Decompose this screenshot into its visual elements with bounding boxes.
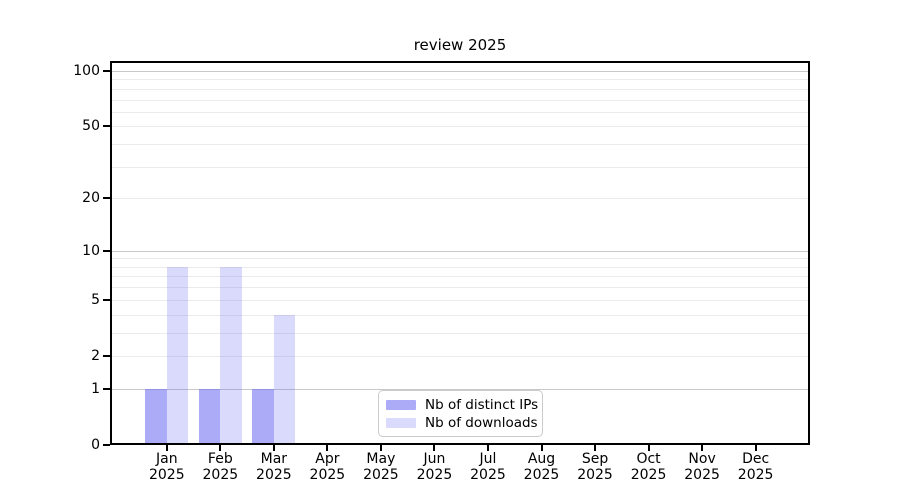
x-tick-label-year: 2025 (577, 467, 613, 483)
bar-downloads (220, 266, 242, 445)
x-tick-label-month: Jan (156, 451, 178, 467)
minor-gridline (110, 166, 810, 168)
x-tick-label-year: 2025 (416, 467, 453, 483)
x-tick-label-month: Aug (527, 451, 556, 467)
chart-title: review 2025 (413, 36, 507, 54)
x-tick-label: Aug 2025 (497, 451, 587, 483)
minor-gridline (110, 314, 810, 316)
x-tick-label-month: Jul (479, 451, 497, 467)
x-tick-label-month: May (366, 451, 396, 467)
x-tick-label-month: Nov (688, 451, 716, 467)
bar-downloads (273, 314, 296, 445)
x-tick-label-month: Oct (636, 451, 661, 467)
y-tick-label: 1 (91, 380, 100, 397)
bar-distinct-ips (252, 388, 274, 445)
y-tick-label: 50 (82, 118, 100, 135)
major-gridline (110, 388, 810, 390)
y-tick-label: 10 (82, 242, 100, 259)
x-tick-label-month: Feb (207, 451, 233, 467)
x-tick-label-year: 2025 (309, 467, 346, 483)
y-tick-mark (103, 387, 110, 390)
legend-swatch-downloads (386, 417, 416, 428)
x-tick-label: Mar 2025 (229, 451, 319, 483)
x-tick-label-month: Sep (581, 451, 609, 467)
y-tick-mark (103, 125, 110, 128)
y-tick-label: 5 (91, 291, 100, 308)
x-tick-mark (701, 445, 704, 451)
minor-gridline (110, 355, 810, 357)
bar-distinct-ips (145, 388, 167, 445)
y-tick-mark (103, 354, 110, 357)
legend-item-downloads: Nb of downloads (386, 416, 542, 430)
plot-area (110, 61, 810, 445)
x-tick-mark (486, 445, 489, 451)
minor-gridline (110, 99, 810, 101)
x-tick-mark (326, 445, 329, 451)
x-tick-label: Dec 2025 (711, 451, 801, 483)
x-tick-mark (540, 445, 543, 451)
x-tick-label-month: Dec (742, 451, 770, 467)
x-tick-mark (379, 445, 382, 451)
legend-item-distinct-ips: Nb of distinct IPs (386, 398, 542, 412)
x-tick-label-year: 2025 (523, 467, 560, 483)
x-tick-label-year: 2025 (470, 467, 506, 483)
x-tick-label-year: 2025 (202, 467, 239, 483)
minor-gridline (110, 111, 810, 113)
x-tick-label: Nov 2025 (657, 451, 747, 483)
legend-swatch-distinct-ips (386, 399, 416, 410)
x-tick-label-month: Jun (423, 451, 446, 467)
x-tick-mark (219, 445, 222, 451)
x-tick-label: Feb 2025 (175, 451, 265, 483)
x-tick-label: Jun 2025 (389, 451, 479, 483)
x-tick-label-month: Mar (260, 451, 288, 467)
y-tick-mark (103, 70, 110, 72)
y-tick-label: 0 (91, 437, 100, 453)
y-tick-label: 2 (91, 347, 100, 364)
major-gridline (110, 71, 810, 72)
x-tick-mark (433, 445, 436, 451)
minor-gridline (110, 266, 810, 268)
x-tick-mark (754, 445, 757, 451)
minor-gridline (110, 287, 810, 289)
legend: Nb of distinct IPs Nb of downloads (378, 390, 543, 437)
x-tick-label: Jul 2025 (443, 451, 533, 483)
x-tick-label-year: 2025 (148, 467, 185, 483)
major-gridline (110, 250, 810, 252)
minor-gridline (110, 299, 810, 301)
y-tick-mark (103, 444, 110, 446)
minor-gridline (110, 144, 810, 146)
y-tick-mark (103, 197, 110, 200)
legend-label-downloads: Nb of downloads (425, 414, 538, 431)
x-tick-label: Sep 2025 (550, 451, 640, 483)
legend-label-distinct-ips: Nb of distinct IPs (425, 396, 539, 413)
x-tick-mark (647, 445, 650, 451)
x-tick-label-year: 2025 (363, 467, 399, 483)
x-tick-label-year: 2025 (630, 467, 667, 483)
x-tick-label: May 2025 (336, 451, 426, 483)
x-tick-label-year: 2025 (684, 467, 720, 483)
minor-gridline (110, 276, 810, 278)
minor-gridline (110, 198, 810, 200)
bar-downloads (166, 266, 189, 445)
x-tick-label: Oct 2025 (604, 451, 694, 483)
minor-gridline (110, 126, 810, 128)
minor-gridline (110, 88, 810, 90)
x-tick-label: Jan 2025 (122, 451, 212, 483)
y-tick-label: 20 (82, 190, 100, 207)
minor-gridline (110, 79, 810, 81)
minor-gridline (110, 258, 810, 260)
bar-distinct-ips (198, 388, 221, 445)
y-tick-mark (103, 298, 110, 301)
x-tick-mark (165, 445, 168, 451)
x-tick-mark (272, 445, 275, 451)
x-tick-label-year: 2025 (737, 467, 774, 483)
x-tick-label: Apr 2025 (282, 451, 372, 483)
y-tick-label: 100 (73, 63, 100, 79)
minor-gridline (110, 332, 810, 334)
x-tick-label-year: 2025 (256, 467, 292, 483)
x-tick-mark (594, 445, 597, 451)
x-tick-label-month: Apr (315, 451, 340, 467)
y-tick-mark (103, 249, 110, 252)
